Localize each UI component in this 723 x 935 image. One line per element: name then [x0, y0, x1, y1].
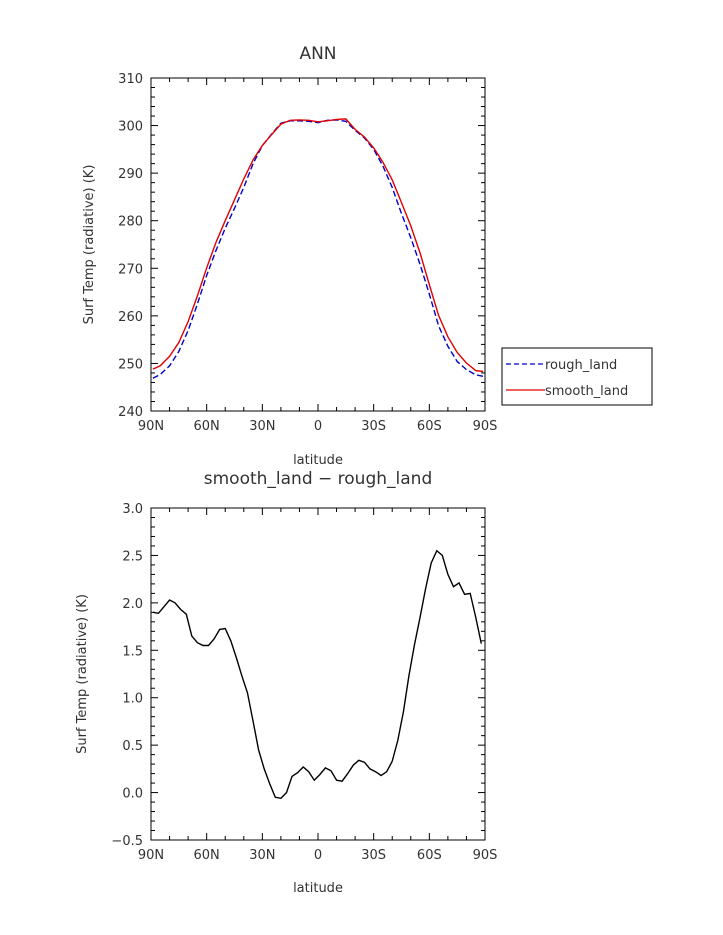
- top-panel: ANN 90N 60N 30N 0 30S 60S 90S 240 250 260 270 280 29…: [82, 44, 653, 468]
- top-y-tick-label: 290: [118, 167, 143, 182]
- top-x-tick-label: 0: [314, 419, 322, 434]
- top-y-axis-label: Surf Temp (radiative) (K): [82, 165, 97, 325]
- top-x-tick-label: 30N: [249, 419, 275, 434]
- bottom-series-line-0: [152, 549, 482, 800]
- bottom-x-axis-label: latitude: [293, 881, 343, 896]
- legend-label-rough-land: rough_land: [545, 358, 617, 373]
- bottom-y-tick-label: 3.0: [122, 502, 143, 517]
- bottom-x-tick-label: 0: [314, 848, 322, 863]
- bottom-y-tick-label: 2.0: [122, 597, 143, 612]
- bottom-y-tick-label: 2.5: [122, 549, 143, 564]
- bottom-y-tick-label: 1.5: [122, 644, 143, 659]
- top-y-tick-label: 260: [118, 310, 143, 325]
- top-x-tick-label: 60N: [194, 419, 220, 434]
- bottom-y-axis-label: Surf Temp (radiative) (K): [75, 594, 90, 754]
- top-y-tick-label: 240: [118, 405, 143, 420]
- top-y-tick-label: 250: [118, 357, 143, 372]
- top-x-axis-label: latitude: [293, 453, 343, 468]
- top-y-tick-label: 280: [118, 215, 143, 230]
- bottom-y-tick-label: 1.0: [122, 692, 143, 707]
- top-plot-frame: [150, 77, 486, 412]
- bottom-x-tick-label: 30S: [361, 848, 386, 863]
- top-series-line-rough-land: [152, 119, 484, 379]
- bottom-x-tick-label: 90S: [473, 848, 498, 863]
- bottom-plot-frame: [150, 507, 486, 841]
- legend-box: [501, 347, 653, 406]
- bottom-y-tick-label: 0.0: [122, 787, 143, 802]
- top-y-tick-label: 300: [118, 120, 143, 135]
- top-x-tick-label: 60S: [417, 419, 442, 434]
- bottom-y-tick-label: −0.5: [111, 834, 143, 849]
- bottom-x-tick-label: 30N: [249, 848, 275, 863]
- bottom-plot-area: 90N 60N 30N 0 30S 60S 90S −0.5 0.0 0.5 1.0 1.5 2.0 2.…: [111, 502, 497, 863]
- bottom-panel: smooth_land − rough_land 90N 60N 30N 0 30S 60…: [75, 469, 497, 896]
- bottom-x-tick-label: 60S: [417, 848, 442, 863]
- bottom-x-tick-label: 60N: [194, 848, 220, 863]
- top-chart-title: ANN: [299, 44, 336, 64]
- top-series-line-smooth-land: [152, 118, 484, 373]
- top-x-tick-label: 90S: [473, 419, 498, 434]
- bottom-x-tick-label: 90N: [138, 848, 164, 863]
- top-x-tick-label: 90N: [138, 419, 164, 434]
- legend: rough_land smooth_land: [501, 347, 653, 406]
- bottom-chart-title: smooth_land − rough_land: [204, 469, 432, 489]
- top-y-tick-label: 310: [118, 72, 143, 87]
- top-y-tick-label: 270: [118, 262, 143, 277]
- bottom-y-tick-label: 0.5: [122, 739, 143, 754]
- top-x-tick-label: 30S: [361, 419, 386, 434]
- legend-label-smooth-land: smooth_land: [545, 384, 628, 399]
- top-plot-area: 90N 60N 30N 0 30S 60S 90S 240 250 260 270 280 290 300…: [118, 72, 497, 434]
